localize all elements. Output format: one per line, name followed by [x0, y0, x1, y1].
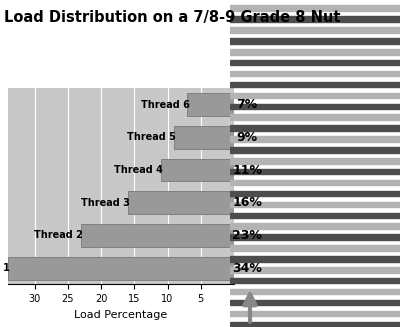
Bar: [230, 38, 400, 43]
Text: 11%: 11%: [232, 164, 262, 177]
Bar: [230, 267, 400, 272]
Bar: [230, 245, 400, 251]
Text: Thread 6: Thread 6: [140, 100, 190, 110]
Bar: [230, 311, 400, 316]
X-axis label: Load Percentage: Load Percentage: [74, 310, 168, 320]
Text: 16%: 16%: [232, 196, 262, 209]
Bar: [230, 278, 400, 284]
Bar: [188, 93, 234, 116]
Bar: [230, 223, 400, 229]
Text: 23%: 23%: [232, 229, 262, 242]
Bar: [230, 125, 400, 131]
Bar: [230, 202, 400, 207]
Bar: [230, 289, 400, 294]
Text: Thread 4: Thread 4: [114, 165, 163, 175]
Text: Thread 1: Thread 1: [0, 263, 10, 273]
Bar: [230, 191, 400, 196]
Bar: [81, 224, 234, 247]
Text: Thread 5: Thread 5: [127, 132, 176, 142]
Text: 34%: 34%: [232, 262, 262, 275]
Bar: [230, 136, 400, 142]
Bar: [230, 321, 400, 327]
Bar: [230, 71, 400, 76]
Text: 7%: 7%: [236, 98, 258, 111]
Bar: [174, 126, 234, 149]
Bar: [230, 27, 400, 33]
Bar: [230, 93, 400, 98]
Bar: [8, 257, 234, 280]
Text: Thread 3: Thread 3: [81, 198, 130, 208]
Bar: [161, 159, 234, 181]
Text: Thread 2: Thread 2: [34, 231, 83, 240]
Bar: [230, 256, 400, 262]
Bar: [230, 158, 400, 164]
Text: Load Distribution on a 7/8-9 Grade 8 Nut: Load Distribution on a 7/8-9 Grade 8 Nut: [4, 10, 340, 25]
Bar: [230, 213, 400, 218]
Bar: [128, 191, 234, 214]
Bar: [230, 49, 400, 55]
Bar: [230, 147, 400, 153]
Bar: [230, 234, 400, 240]
Text: 9%: 9%: [237, 131, 258, 144]
Bar: [230, 169, 400, 174]
Bar: [230, 104, 400, 109]
Bar: [230, 16, 400, 22]
Bar: [230, 60, 400, 65]
Bar: [230, 300, 400, 305]
Bar: [230, 6, 400, 11]
Bar: [230, 114, 400, 120]
Bar: [230, 180, 400, 185]
Bar: [230, 82, 400, 87]
